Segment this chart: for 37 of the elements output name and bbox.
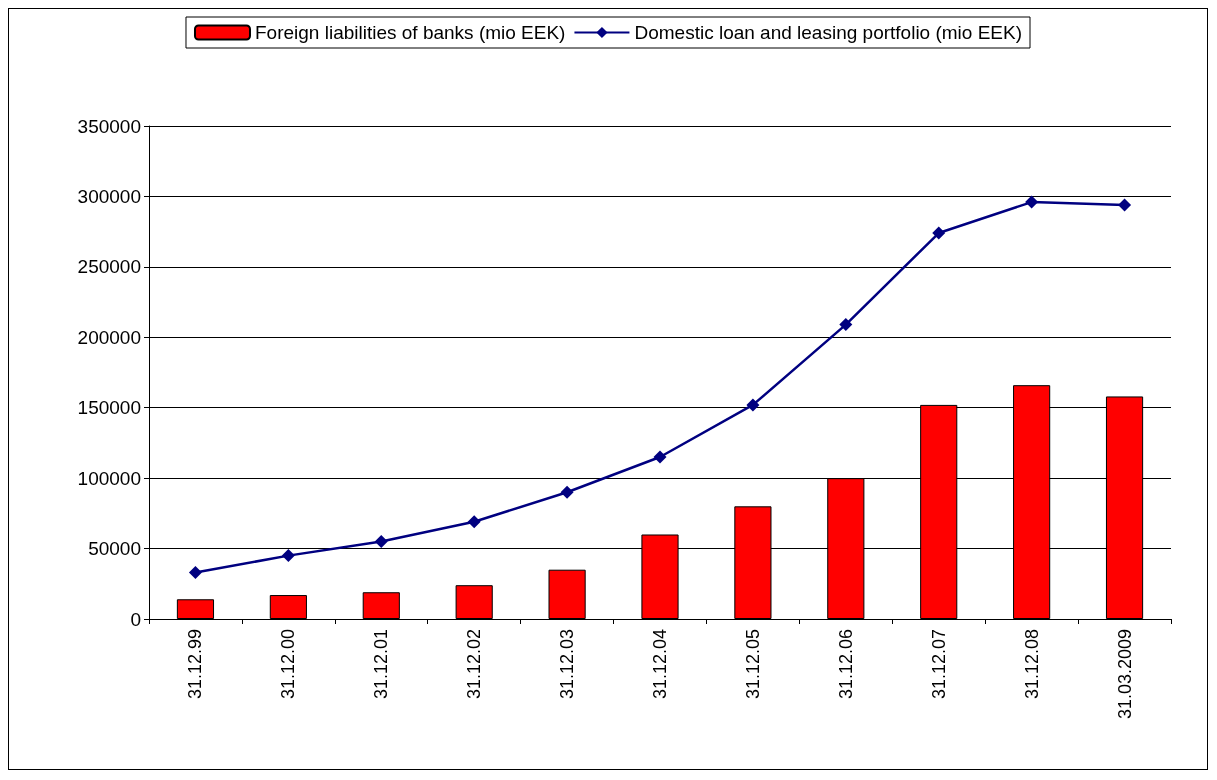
x-tick-label: 31.12.08 bbox=[1021, 629, 1042, 700]
x-tick-label: 31.12.01 bbox=[371, 629, 392, 700]
bar bbox=[362, 592, 400, 619]
point bbox=[932, 226, 946, 240]
y-tick-label: 50000 bbox=[88, 538, 141, 560]
point bbox=[1118, 198, 1132, 212]
legend-label: Domestic loan and leasing portfolio (mio EEK) bbox=[634, 22, 1023, 43]
x-tick-label: 31.03.2009 bbox=[1114, 629, 1135, 720]
bar bbox=[455, 585, 493, 619]
x-tick-label: 31.12.06 bbox=[835, 629, 856, 700]
x-tick-label: 31.12.02 bbox=[464, 629, 485, 700]
y-tick-label: 200000 bbox=[77, 326, 141, 348]
x-tick-label: 31.12.99 bbox=[185, 629, 206, 700]
point bbox=[281, 549, 295, 563]
y-tick-label: 250000 bbox=[77, 256, 141, 278]
point bbox=[374, 535, 388, 549]
x-tick-label: 31.12.00 bbox=[278, 629, 299, 700]
x-tick-label: 31.12.04 bbox=[650, 629, 670, 700]
point bbox=[467, 515, 481, 529]
point bbox=[839, 318, 853, 332]
y-tick-label: 350000 bbox=[77, 115, 141, 137]
y-tick-label: 100000 bbox=[77, 467, 141, 489]
point bbox=[746, 398, 760, 412]
x-tick-label: 31.12.05 bbox=[742, 629, 763, 700]
x-tick-label: 31.12.07 bbox=[928, 629, 949, 700]
bar bbox=[269, 595, 307, 619]
y-tick-label: 0 bbox=[130, 608, 141, 630]
y-tick-label: 150000 bbox=[77, 397, 141, 419]
y-tick-label: 300000 bbox=[77, 185, 141, 207]
bar bbox=[548, 569, 586, 619]
legend-label: Foreign liabilities of banks (mio EEK) bbox=[254, 22, 566, 43]
bar bbox=[176, 599, 215, 619]
point bbox=[560, 485, 574, 499]
point bbox=[1025, 195, 1039, 209]
point bbox=[188, 566, 202, 580]
x-tick-label: 31.12.03 bbox=[557, 629, 578, 700]
point bbox=[653, 450, 667, 464]
